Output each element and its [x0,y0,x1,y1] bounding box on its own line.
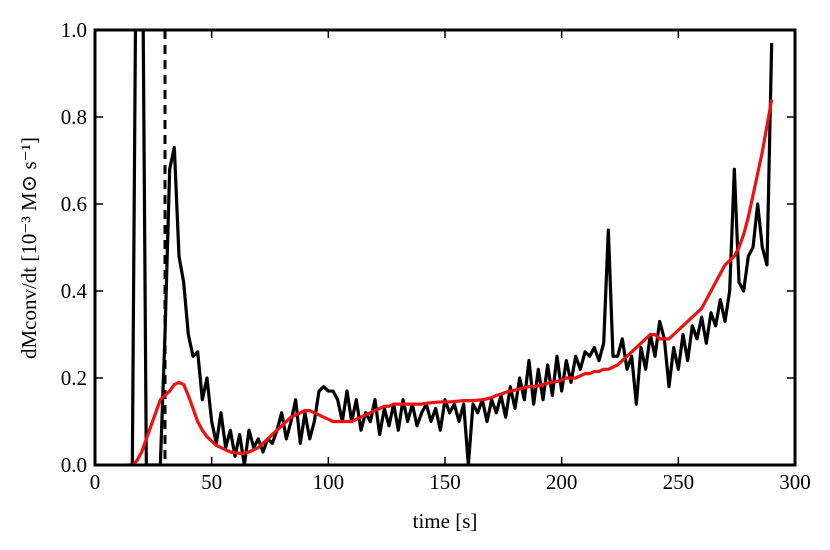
x-axis-label: time [s] [413,509,478,533]
y-tick-label: 1.0 [61,18,87,42]
x-tick-label: 0 [90,470,101,494]
x-tick-label: 300 [779,470,811,494]
y-tick-label: 0.0 [61,453,87,477]
x-tick-label: 200 [546,470,578,494]
y-tick-label: 0.4 [61,279,88,303]
data-line [131,99,774,465]
plot-frame [93,28,797,467]
data-line [127,30,774,465]
y-tick-label: 0.8 [61,105,87,129]
y-tick-label: 0.2 [61,366,87,390]
x-tick-label: 50 [201,470,222,494]
x-tick-label: 100 [313,470,345,494]
y-tick-label: 0.6 [61,192,87,216]
x-tick-label: 150 [429,470,461,494]
y-axis-label: dMconv/dt [10⁻³ M⊙ s⁻¹] [17,137,41,359]
x-tick-label: 250 [663,470,695,494]
